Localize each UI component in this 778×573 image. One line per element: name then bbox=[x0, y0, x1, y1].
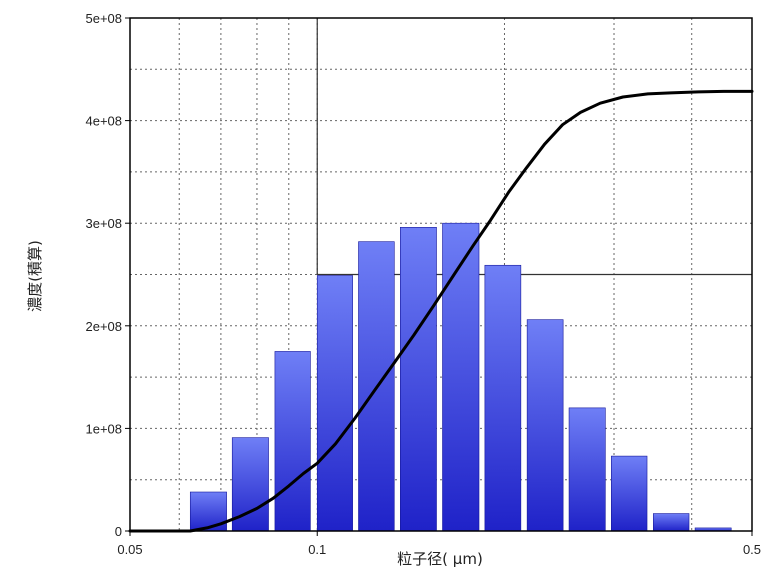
x-axis-label: 粒子径( μm) bbox=[397, 550, 483, 568]
y-tick-labels: 0 1e+08 2e+08 3e+08 4e+08 5e+08 bbox=[85, 11, 130, 539]
y-tick-label: 5e+08 bbox=[85, 11, 122, 26]
bar bbox=[316, 275, 353, 532]
bar bbox=[484, 264, 522, 532]
bar bbox=[653, 513, 690, 532]
x-tick-labels: 0.05 0.1 0.5 bbox=[117, 531, 761, 557]
x-tick-label: 0.5 bbox=[743, 542, 761, 557]
cumulative-curve-layer bbox=[128, 89, 754, 533]
y-axis-label: 濃度(積算) bbox=[26, 240, 44, 312]
y-tick-label: 4e+08 bbox=[85, 114, 122, 129]
cumulative-curve bbox=[128, 89, 754, 533]
y-tick-label: 3e+08 bbox=[85, 216, 122, 231]
x-tick-label: 0.05 bbox=[117, 542, 142, 557]
bar bbox=[274, 351, 311, 532]
y-tick-label: 0 bbox=[115, 524, 122, 539]
bar bbox=[526, 319, 564, 532]
y-tick-label: 2e+08 bbox=[85, 319, 122, 334]
bar bbox=[610, 455, 648, 532]
plot-border bbox=[129, 17, 753, 532]
bar bbox=[568, 407, 606, 532]
y-tick-label: 1e+08 bbox=[85, 421, 122, 436]
x-tick-label: 0.1 bbox=[308, 542, 326, 557]
bar bbox=[400, 227, 437, 532]
plot-frame bbox=[129, 17, 753, 532]
bar bbox=[442, 222, 480, 532]
bar-series bbox=[189, 222, 732, 532]
